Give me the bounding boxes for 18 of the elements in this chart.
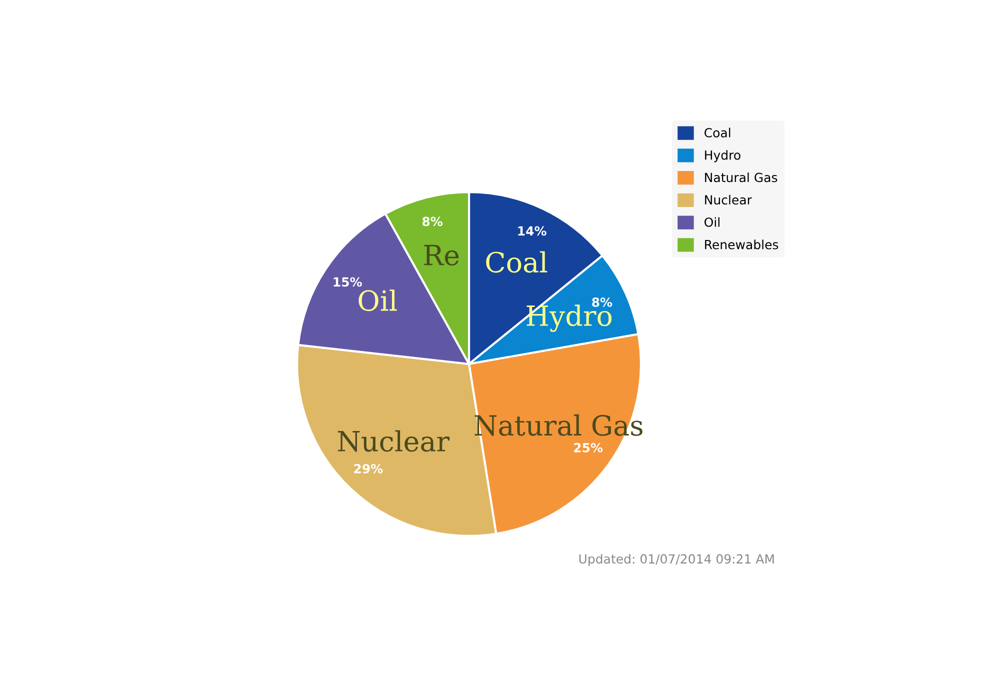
slice-label: Oil [358, 290, 397, 312]
legend-label: Oil [704, 217, 720, 227]
legend-label: Hydro [705, 150, 740, 162]
legend-label: Natural Gas [705, 172, 778, 182]
data-label: 15% [334, 277, 362, 287]
slice-label: Nuclear [338, 430, 450, 452]
data-label: 14% [518, 226, 546, 236]
data-label: 29% [354, 464, 383, 474]
slice-label: Coal [486, 251, 548, 273]
text: Updated: 01/07/2014 09:21 AM [579, 554, 774, 566]
data-label: 8% [422, 216, 443, 226]
legend-label: Coal [704, 128, 730, 138]
legend-label: Nuclear [705, 194, 752, 205]
legend-label: Renewables [705, 240, 778, 250]
data-label: 8% [592, 297, 612, 307]
data-label: 25% [574, 442, 603, 452]
slice-label: Hydro [526, 304, 612, 332]
text: Re [424, 244, 459, 266]
